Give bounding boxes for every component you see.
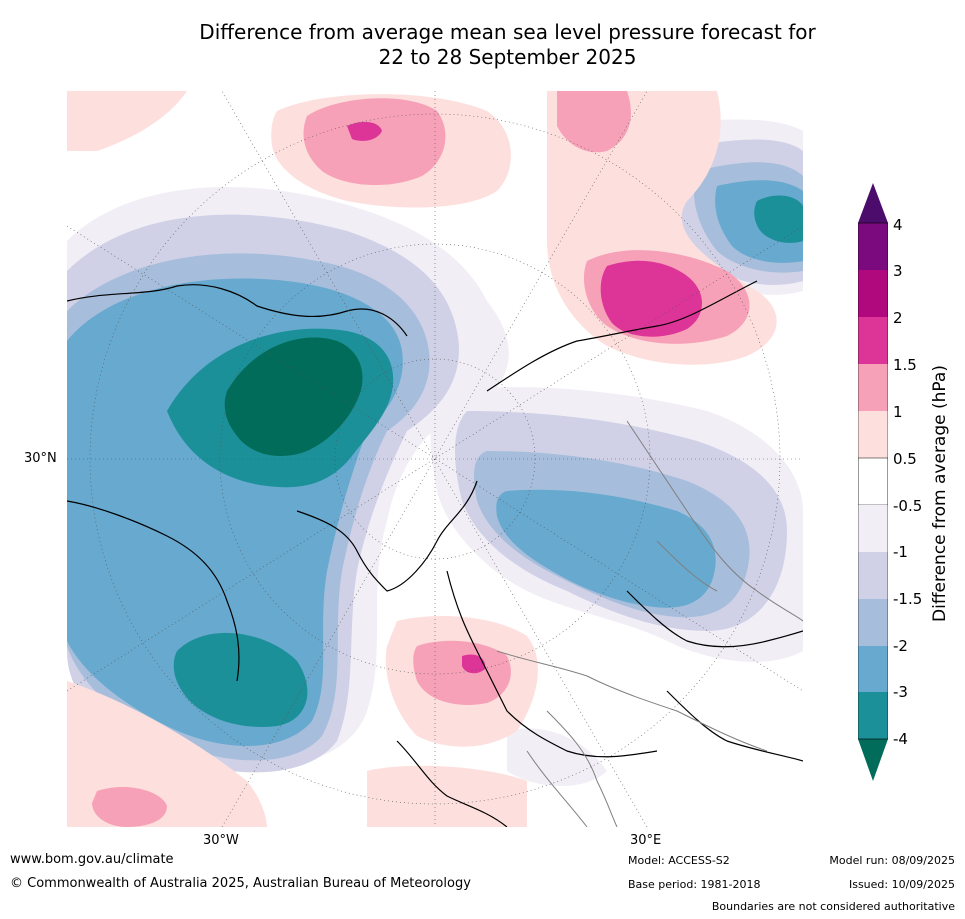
colorbar-segment-1.5-2: [858, 317, 888, 364]
map-canvas: [67, 91, 803, 827]
pressure-anomaly-map: [67, 91, 803, 827]
title-line-2: 22 to 28 September 2025: [378, 45, 637, 69]
footer-copyright: © Commonwealth of Australia 2025, Austra…: [10, 876, 471, 891]
colorbar-arrow-bottom: [858, 739, 888, 781]
country-borders: [496, 420, 803, 827]
lat-label-30n: 30°N: [24, 451, 57, 466]
anomaly-fill-neg-4: [224, 337, 363, 456]
colorbar-tick-neg0.5: -0.5: [893, 497, 923, 515]
colorbar-tick-neg1.5: -1.5: [893, 590, 923, 608]
anomaly-fill-pos-1.5: [347, 121, 702, 674]
colorbar-segment-1-1.5: [858, 364, 888, 411]
colorbar-tick-2: 2: [893, 309, 903, 327]
colorbar-title: Difference from average (hPa): [930, 365, 950, 622]
title-line-1: Difference from average mean sea level p…: [199, 20, 816, 44]
lon-label-30w: 30°W: [203, 833, 239, 848]
colorbar-segment-2-3: [858, 270, 888, 317]
colorbar-segment-3-4: [858, 223, 888, 270]
footer-issued: Issued: 10/09/2025: [848, 878, 955, 891]
colorbar-tick-4: 4: [893, 216, 903, 234]
footer-website-link[interactable]: www.bom.gov.au/climate: [10, 852, 174, 867]
colorbar-segment-neg1-1.5: [858, 552, 888, 599]
colorbar-tick-neg1: -1: [893, 543, 908, 561]
colorbar-segment-neg1.5-2: [858, 599, 888, 646]
footer-boundaries-note: Boundaries are not considered authoritat…: [711, 900, 955, 913]
map-title: Difference from average mean sea level p…: [100, 20, 915, 70]
colorbar-tick-3: 3: [893, 262, 903, 280]
colorbar-segment-neg0.5-1: [858, 505, 888, 552]
colorbar-segment-neutral: [858, 457, 888, 506]
coastlines: [67, 280, 803, 827]
colorbar-segment-neg3-4: [858, 692, 888, 739]
footer-model-run: Model run: 08/09/2025: [829, 854, 955, 867]
colorbar-tick-neg4: -4: [893, 730, 908, 748]
colorbar-tick-neg3: -3: [893, 683, 908, 701]
colorbar-tick-1.5: 1.5: [893, 356, 917, 374]
colorbar-segment-0.5-1: [858, 411, 888, 458]
colorbar-tick-1: 1: [893, 403, 903, 421]
lon-label-30e: 30°E: [630, 833, 662, 848]
graticule: [67, 91, 803, 827]
footer-model: Model: ACCESS-S2: [628, 854, 730, 867]
colorbar: [858, 183, 888, 781]
colorbar-tick-neg2: -2: [893, 637, 908, 655]
colorbar-arrow-top: [858, 183, 888, 223]
footer-base-period: Base period: 1981-2018: [628, 878, 761, 891]
colorbar-tick-0.5: 0.5: [893, 450, 917, 468]
colorbar-segment-neg2-3: [858, 646, 888, 692]
